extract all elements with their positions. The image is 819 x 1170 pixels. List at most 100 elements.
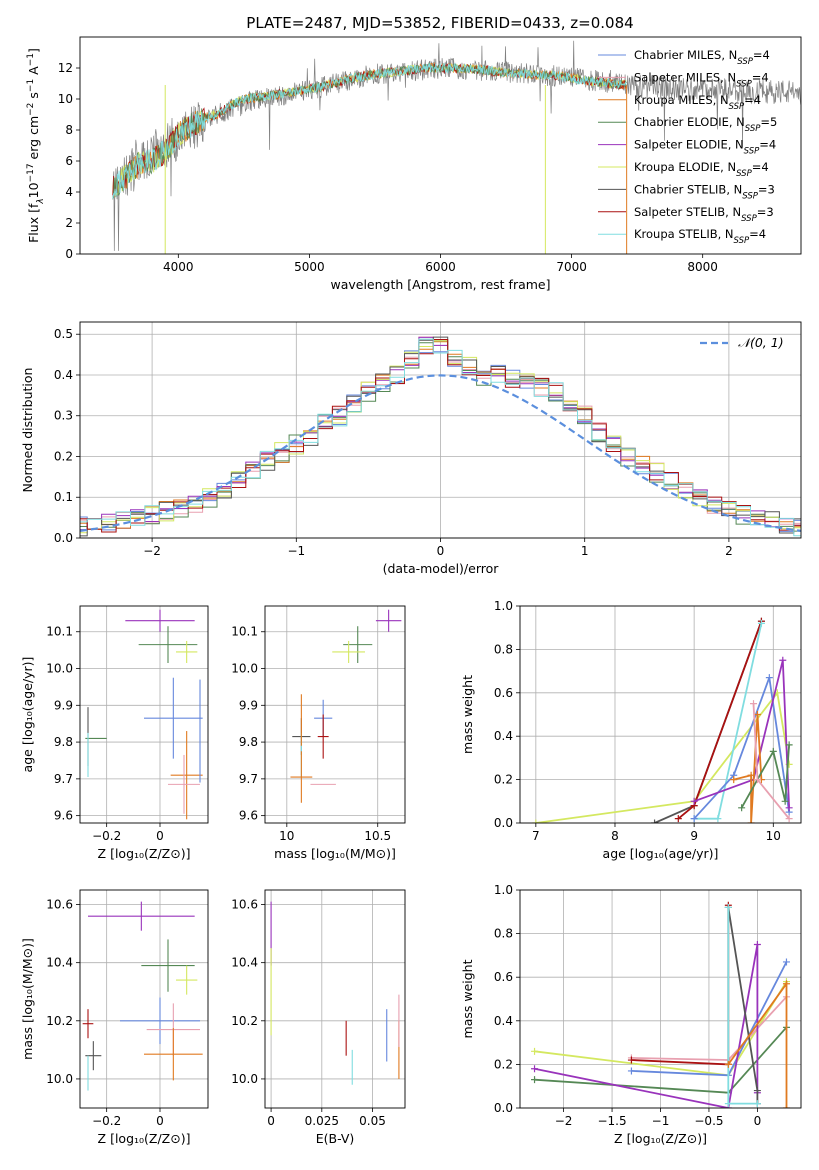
legend-text: =4 bbox=[759, 138, 776, 152]
mass-vs-z-axes: −0.2 0 10.0 10.2 10.4 10.6 Z [log₁₀(Z/Z⊙)] mass… bbox=[20, 889, 209, 1146]
x-tick-label: 8000 bbox=[687, 260, 718, 274]
y-axis-label: age [log₁₀(age/yr)] bbox=[20, 657, 35, 773]
y-tick-label: 10.0 bbox=[46, 1072, 73, 1086]
weight-marker bbox=[753, 941, 761, 948]
x-tick-label: 0 bbox=[754, 1114, 762, 1128]
weight-marker bbox=[781, 797, 789, 805]
plot-area bbox=[112, 40, 801, 254]
y-axis-label-part: A bbox=[26, 66, 41, 79]
legend-text: =4 bbox=[752, 160, 769, 174]
weight-marker bbox=[690, 815, 698, 823]
weight-marker bbox=[724, 1100, 732, 1108]
weight-marker bbox=[753, 1087, 761, 1095]
weight-marker bbox=[750, 700, 758, 708]
y-tick-label: 9.9 bbox=[239, 698, 258, 712]
error-bar-point bbox=[120, 997, 200, 1045]
y-axis-label: mass [log₁₀(M/M⊙)] bbox=[20, 938, 35, 1060]
mass-vs-ebv-axes: 0 0.025 0.05 10.0 10.2 10.4 10.6 E(B-V) bbox=[231, 889, 406, 1146]
y-tick-label: 0.8 bbox=[494, 642, 513, 656]
plot-area bbox=[270, 901, 400, 1085]
legend-text: =5 bbox=[760, 115, 777, 129]
legend-text: Kroupa STELIB, N bbox=[634, 227, 734, 241]
weight-marker bbox=[747, 819, 755, 823]
weight-series-line bbox=[693, 677, 790, 820]
gaussian-curve bbox=[80, 374, 801, 532]
weight-marker bbox=[747, 771, 755, 779]
y-tick-label: 0.2 bbox=[494, 773, 513, 787]
y-axis-label-part: 10 bbox=[26, 182, 41, 198]
legend-label: Salpeter ELODIE, NSSP=4 bbox=[634, 138, 776, 157]
x-tick-label: −2 bbox=[555, 1114, 573, 1128]
legend-text: =4 bbox=[752, 70, 769, 84]
weight-marker bbox=[753, 776, 761, 784]
y-tick-label: 9.6 bbox=[239, 809, 258, 823]
axes-frame bbox=[79, 889, 209, 1109]
weight-marker bbox=[651, 819, 659, 823]
y-tick-label: 0.2 bbox=[494, 1057, 513, 1071]
y-axis-label-part: −1 bbox=[26, 79, 36, 92]
y-tick-label: 0.8 bbox=[494, 927, 513, 941]
x-tick-label: −2 bbox=[143, 544, 161, 558]
legend-subscript: SSP bbox=[741, 214, 757, 224]
error-bar-point bbox=[176, 640, 198, 664]
error-bar-point bbox=[317, 714, 329, 759]
y-axis-label-part: s bbox=[26, 92, 41, 103]
spectrum-axes: 4000 5000 6000 7000 8000 0 2 4 6 8 10 12 wavelength … bbox=[26, 36, 802, 292]
legend-text: =4 bbox=[749, 227, 766, 241]
legend-text: =3 bbox=[757, 205, 774, 219]
x-axis-label: Z [log₁₀(Z/Z⊙)] bbox=[614, 1131, 707, 1146]
y-tick-label: 9.7 bbox=[54, 772, 73, 786]
x-tick-label: −1 bbox=[287, 544, 305, 558]
y-axis-label: mass weight bbox=[460, 675, 475, 754]
legend-label: Salpeter MILES, NSSP=4 bbox=[634, 70, 769, 89]
x-tick-label: 0 bbox=[156, 1114, 164, 1128]
error-bar-point bbox=[144, 1028, 203, 1081]
y-tick-label: 10.1 bbox=[231, 625, 258, 639]
histogram-step bbox=[80, 340, 801, 534]
y-tick-label: 10.6 bbox=[46, 898, 73, 912]
legend-subscript: SSP bbox=[736, 169, 752, 179]
legend-text: =4 bbox=[753, 48, 770, 62]
legend-subscript: SSP bbox=[729, 102, 745, 112]
legend-text: Chabrier STELIB, N bbox=[634, 182, 742, 196]
y-tick-label: 0.5 bbox=[54, 327, 73, 341]
x-tick-label: 7000 bbox=[556, 260, 587, 274]
y-tick-label: 10.1 bbox=[46, 625, 73, 639]
weight-marker bbox=[753, 711, 761, 718]
y-axis-label: Normed distribution bbox=[20, 368, 35, 493]
x-tick-label: 4000 bbox=[163, 260, 194, 274]
plot-area bbox=[532, 617, 793, 823]
x-tick-label: 9 bbox=[690, 829, 698, 843]
weight-series-line bbox=[654, 620, 763, 823]
y-tick-label: 0.4 bbox=[494, 1014, 513, 1028]
axes-frame bbox=[519, 605, 802, 824]
x-tick-label: 7 bbox=[532, 829, 540, 843]
weight-marker bbox=[785, 804, 793, 812]
error-bar-point bbox=[168, 754, 200, 814]
legend-label: Chabrier STELIB, NSSP=3 bbox=[634, 182, 775, 201]
legend-label: Kroupa STELIB, NSSP=4 bbox=[634, 227, 766, 246]
residuals-axes: −2 −1 0 1 2 0.0 0.1 0.2 0.3 0.4 0.5 (data-model)/er… bbox=[20, 321, 802, 576]
x-tick-label: 0.05 bbox=[359, 1114, 386, 1128]
y-tick-label: 0.3 bbox=[54, 409, 73, 423]
weight-marker bbox=[757, 619, 765, 627]
x-tick-label: −0.2 bbox=[92, 829, 121, 843]
y-tick-label: 9.8 bbox=[239, 735, 258, 749]
weight-vs-age-axes: 7 8 9 10 0.0 0.2 0.4 0.6 0.8 1.0 age [log₁₀(age/yr… bbox=[460, 599, 802, 861]
weight-marker bbox=[724, 903, 732, 911]
weight-marker bbox=[765, 674, 773, 682]
error-bar-point bbox=[176, 965, 198, 995]
legend-text: Chabrier MILES, N bbox=[634, 48, 737, 62]
weight-marker bbox=[724, 1060, 732, 1068]
error-bar-point bbox=[343, 626, 373, 664]
axes-frame bbox=[79, 605, 209, 824]
y-tick-label: 10.4 bbox=[231, 956, 258, 970]
y-tick-label: 0.0 bbox=[494, 1101, 513, 1115]
y-tick-label: 10.2 bbox=[231, 1014, 258, 1028]
weight-series-line bbox=[535, 690, 790, 823]
x-tick-label: 0 bbox=[437, 544, 445, 558]
x-tick-label: 5000 bbox=[294, 260, 325, 274]
y-tick-label: 9.9 bbox=[54, 698, 73, 712]
weight-marker bbox=[769, 747, 777, 755]
weight-marker bbox=[738, 804, 746, 812]
